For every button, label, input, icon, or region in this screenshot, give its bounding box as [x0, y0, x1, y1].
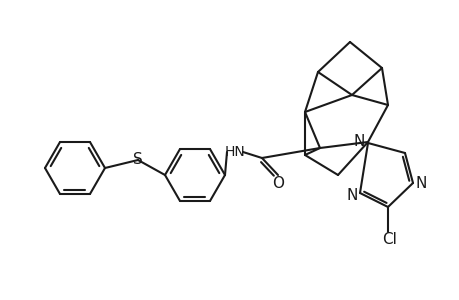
Text: N: N: [346, 188, 357, 202]
Text: N: N: [353, 134, 364, 148]
Text: S: S: [133, 152, 143, 167]
Text: Cl: Cl: [382, 232, 397, 247]
Text: HN: HN: [224, 145, 245, 159]
Text: O: O: [271, 176, 283, 190]
Text: N: N: [415, 176, 426, 190]
